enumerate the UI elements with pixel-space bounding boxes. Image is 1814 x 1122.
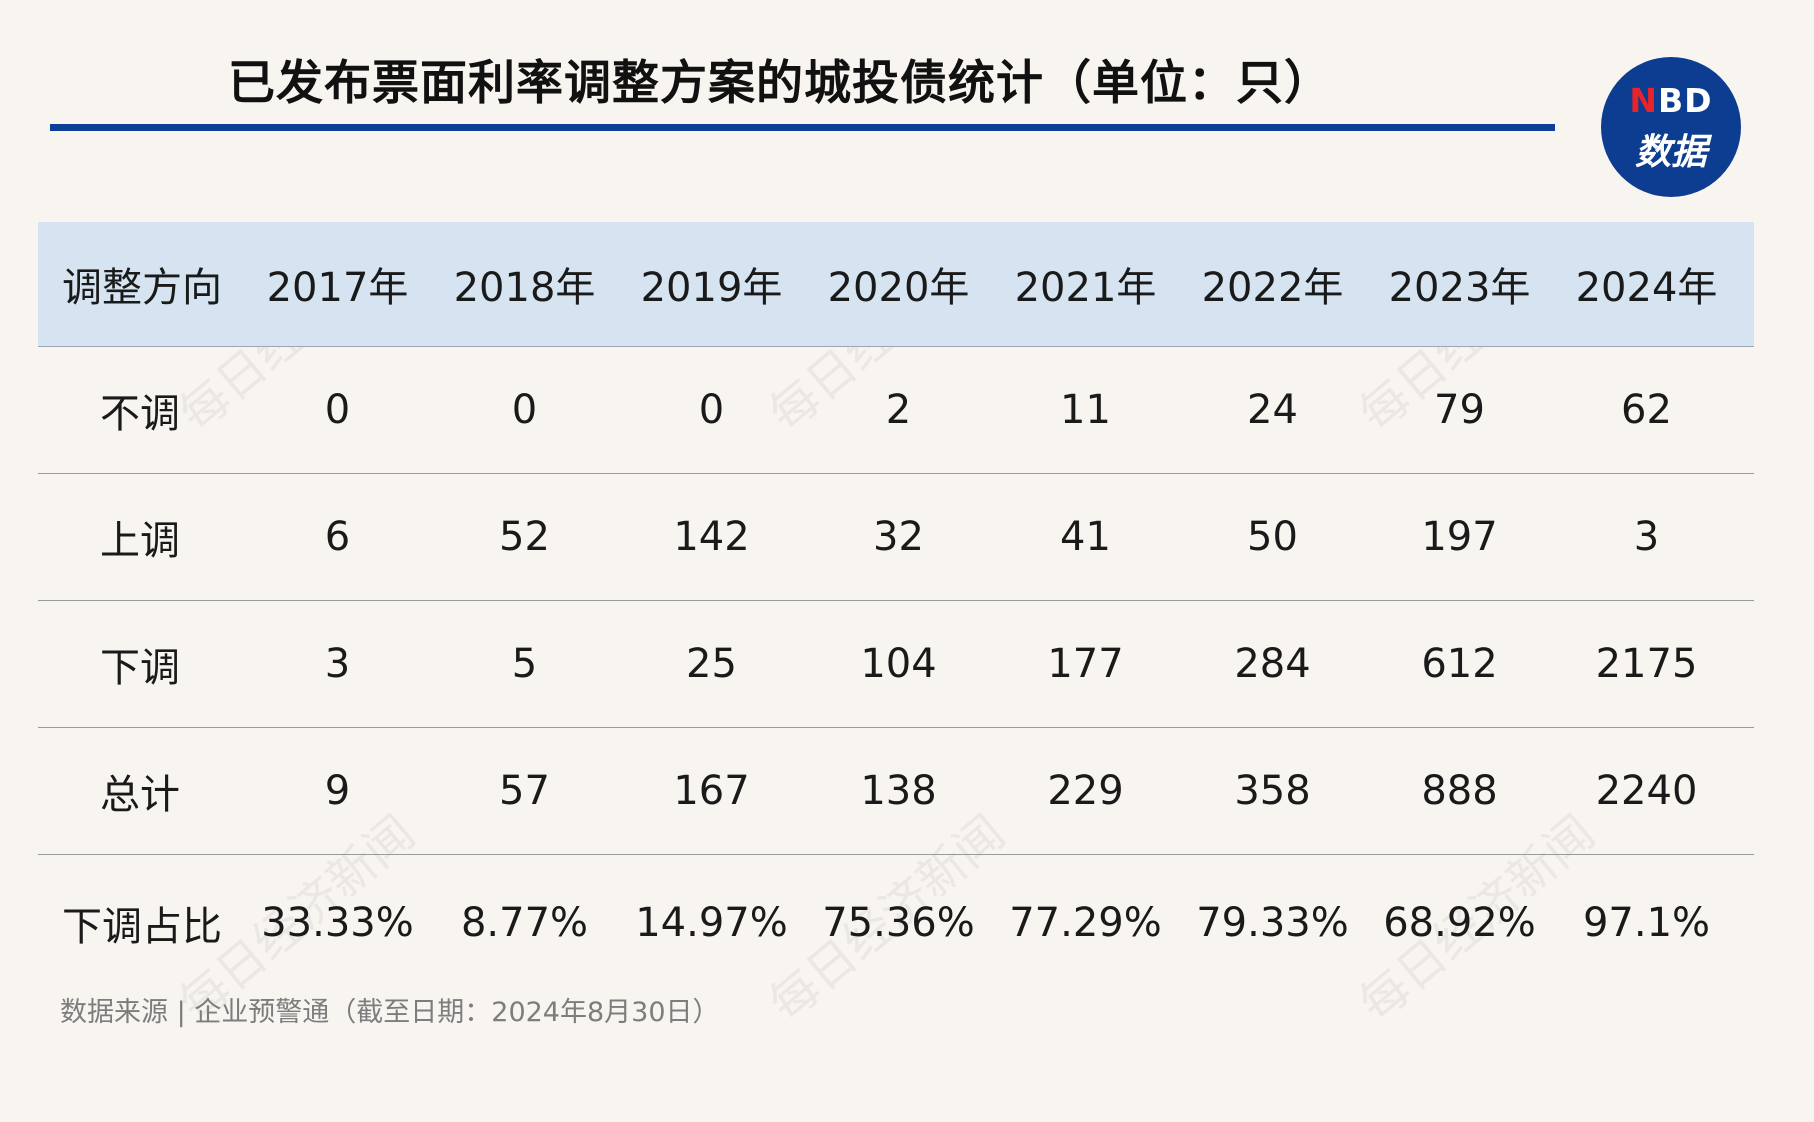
table-cell: 14.97% [635,900,788,946]
row-label: 上调 [100,518,180,564]
table-cell: 50 [1247,514,1298,560]
row-label: 不调 [100,391,180,437]
title-underline [50,124,1555,131]
table-cell: 358 [1234,768,1311,814]
table-cell: 32 [873,514,924,560]
logo-accent-letter: N [1629,81,1659,120]
data-source-note: 数据来源 | 企业预警通（截至日期：2024年8月30日） [60,997,720,1028]
table-cell: 888 [1421,768,1498,814]
table-row: 总计 9 57 167 138 229 358 888 2240 [38,728,1754,855]
table-cell: 229 [1047,768,1124,814]
logo-wordmark: NBD [1601,81,1741,120]
table-cell: 8.77% [460,900,589,946]
chart-title: 已发布票面利率调整方案的城投债统计（单位：只） [228,56,1332,111]
table-cell: 0 [511,387,538,433]
row-label: 下调占比 [62,904,222,950]
table-cell: 25 [686,641,737,687]
table-cell: 52 [499,514,550,560]
table-cell: 2175 [1595,641,1698,687]
row-label: 下调 [100,645,180,691]
table-cell: 0 [698,387,725,433]
table-cell: 11 [1060,387,1111,433]
table-cell: 5 [511,641,538,687]
table-cell: 167 [673,768,750,814]
table-cell: 3 [324,641,351,687]
table-cell: 33.33% [261,900,414,946]
table-cell: 197 [1421,514,1498,560]
table-cell: 6 [324,514,351,560]
row-label: 总计 [100,772,180,818]
table-cell: 62 [1621,387,1672,433]
table-cell: 3 [1633,514,1660,560]
logo-letters: BD [1658,81,1713,120]
header-cell: 2020年 [827,265,970,311]
header-cell: 2023年 [1388,265,1531,311]
header-cell: 2022年 [1201,265,1344,311]
data-table: 调整方向 2017年 2018年 2019年 2020年 2021年 2022年… [38,222,1754,991]
table-cell: 97.1% [1582,900,1711,946]
table-cell: 138 [860,768,937,814]
table-cell: 24 [1247,387,1298,433]
logo-subtitle: 数据 [1634,132,1707,173]
table-cell: 2 [885,387,912,433]
table-cell: 142 [673,514,750,560]
nbd-data-logo: NBD 数据 [1601,57,1741,197]
table-cell: 9 [324,768,351,814]
table-cell: 2240 [1595,768,1698,814]
header-cell: 2018年 [453,265,596,311]
table-cell: 75.36% [822,900,975,946]
table-cell: 41 [1060,514,1111,560]
table-cell: 104 [860,641,937,687]
table-row: 不调 0 0 0 2 11 24 79 62 [38,347,1754,474]
table-row: 下调占比 33.33% 8.77% 14.97% 75.36% 77.29% 7… [38,855,1754,991]
table-cell: 57 [499,768,550,814]
header-cell: 2017年 [266,265,409,311]
table-cell: 68.92% [1383,900,1536,946]
table-cell: 77.29% [1009,900,1162,946]
table-cell: 79.33% [1196,900,1349,946]
header-cell: 2021年 [1014,265,1157,311]
table-row: 下调 3 5 25 104 177 284 612 2175 [38,601,1754,728]
header-cell: 2019年 [640,265,783,311]
table-header-row: 调整方向 2017年 2018年 2019年 2020年 2021年 2022年… [38,222,1754,347]
header-cell: 2024年 [1575,265,1718,311]
table-cell: 177 [1047,641,1124,687]
table-cell: 0 [324,387,351,433]
header-cell: 调整方向 [62,265,222,311]
table-row: 上调 6 52 142 32 41 50 197 3 [38,474,1754,601]
table-cell: 612 [1421,641,1498,687]
table-cell: 79 [1434,387,1485,433]
table-cell: 284 [1234,641,1311,687]
